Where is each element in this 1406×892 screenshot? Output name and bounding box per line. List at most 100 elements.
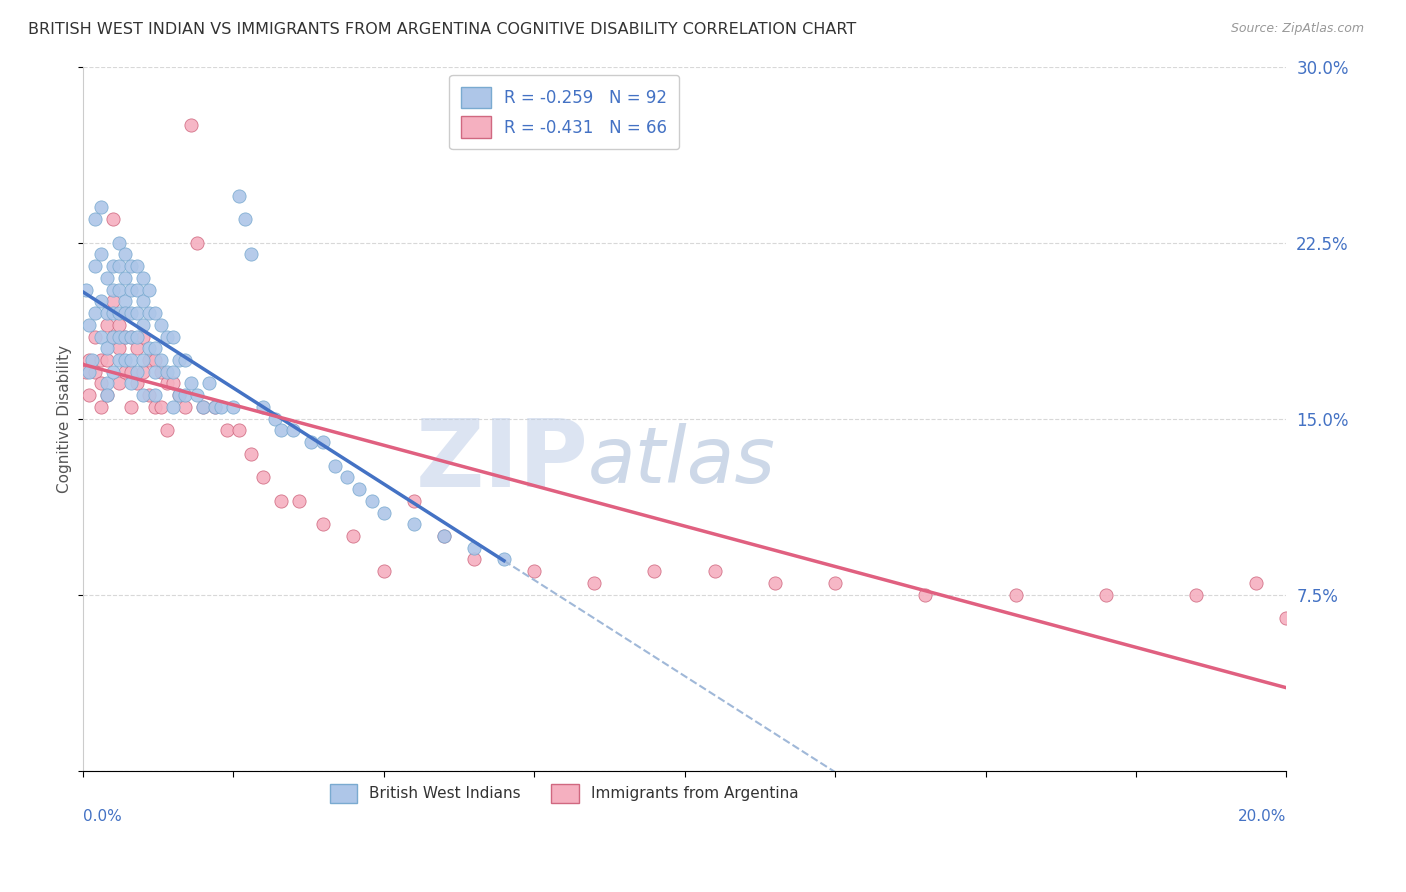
Point [120,329,142,343]
Point [101,306,124,320]
Point [240,447,263,461]
Point [125,365,148,379]
Point [270,493,292,508]
Point [114,270,136,285]
Point [463,541,485,555]
Point [342,529,364,543]
Point [1095,588,1118,602]
Point [90,294,112,309]
Point [96,306,118,320]
Point [336,470,359,484]
Text: ZIP: ZIP [415,415,588,507]
Point [143,306,166,320]
Point [156,376,179,391]
Point [914,588,936,602]
Point [96,353,118,368]
Point [402,517,425,532]
Point [138,341,160,355]
Point [402,493,425,508]
Point [125,329,148,343]
Point [107,329,129,343]
Point [120,283,142,297]
Point [120,376,142,391]
Point [143,365,166,379]
Point [83,329,105,343]
Y-axis label: Cognitive Disability: Cognitive Disability [58,344,72,492]
Point [101,365,124,379]
Text: BRITISH WEST INDIAN VS IMMIGRANTS FROM ARGENTINA COGNITIVE DISABILITY CORRELATIO: BRITISH WEST INDIAN VS IMMIGRANTS FROM A… [28,22,856,37]
Point [77,365,100,379]
Point [120,306,142,320]
Point [180,118,202,132]
Point [107,353,129,368]
Point [1246,576,1268,591]
Point [252,470,274,484]
Legend: British West Indians, Immigrants from Argentina: British West Indians, Immigrants from Ar… [321,774,808,813]
Text: Source: ZipAtlas.com: Source: ZipAtlas.com [1230,22,1364,36]
Point [149,318,172,332]
Point [180,376,202,391]
Point [107,306,129,320]
Point [138,283,160,297]
Point [101,329,124,343]
Point [125,376,148,391]
Point [83,259,105,273]
Point [96,341,118,355]
Point [120,259,142,273]
Point [312,435,335,450]
Point [433,529,456,543]
Point [222,400,245,414]
Point [312,517,335,532]
Point [149,365,172,379]
Point [114,365,136,379]
Point [132,353,155,368]
Point [107,318,129,332]
Point [162,329,184,343]
Point [120,353,142,368]
Point [90,201,112,215]
Point [162,376,184,391]
Point [233,212,256,227]
Point [174,353,197,368]
Point [162,400,184,414]
Point [204,400,226,414]
Point [132,365,155,379]
Point [90,376,112,391]
Point [75,365,97,379]
Point [96,376,118,391]
Point [143,400,166,414]
Point [132,318,155,332]
Point [96,388,118,402]
Point [373,564,395,578]
Point [763,576,786,591]
Point [90,329,112,343]
Point [125,306,148,320]
Point [96,270,118,285]
Point [90,353,112,368]
Point [75,283,97,297]
Point [101,212,124,227]
Point [120,365,142,379]
Point [149,400,172,414]
Point [360,493,382,508]
Point [101,283,124,297]
Point [824,576,846,591]
Point [143,341,166,355]
Point [204,400,226,414]
Point [125,259,148,273]
Point [77,318,100,332]
Point [167,388,190,402]
Point [283,423,305,437]
Point [107,376,129,391]
Point [215,423,238,437]
Point [132,388,155,402]
Point [299,435,322,450]
Point [149,353,172,368]
Point [90,247,112,261]
Point [156,423,179,437]
Point [583,576,606,591]
Point [132,329,155,343]
Point [132,270,155,285]
Point [114,306,136,320]
Point [288,493,311,508]
